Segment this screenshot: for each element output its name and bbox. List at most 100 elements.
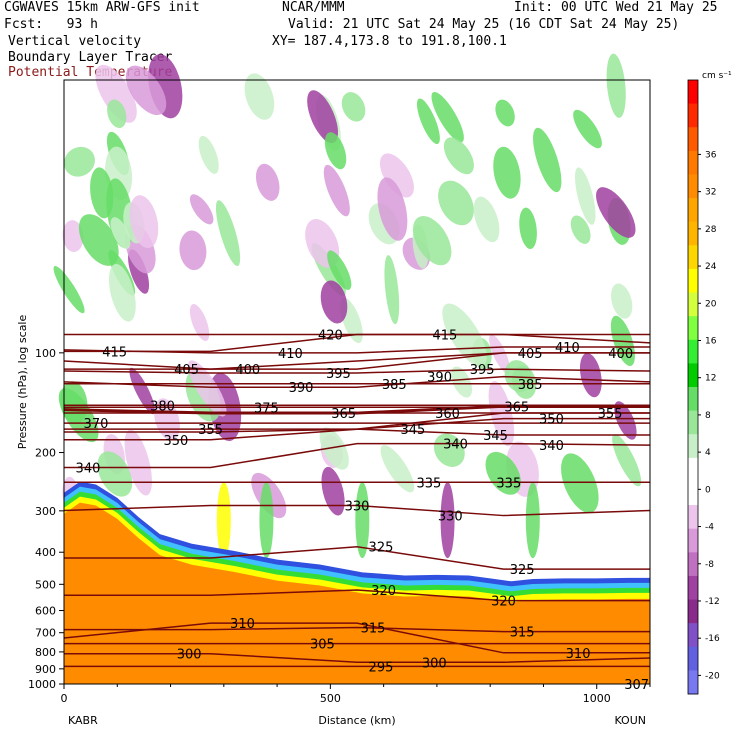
colorbar-swatch xyxy=(688,575,698,601)
velocity-cell xyxy=(198,135,219,174)
init-time: Init: 00 UTC Wed 21 May 25 xyxy=(514,0,718,15)
colorbar-tick-label: 4 xyxy=(705,448,711,458)
velocity-cell xyxy=(62,220,84,253)
theta-contour-300 xyxy=(64,652,651,664)
theta-label: 325 xyxy=(369,541,394,556)
velocity-cell xyxy=(612,434,642,487)
left-endpoint-label: KABR xyxy=(68,714,98,727)
velocity-cell xyxy=(495,99,515,127)
velocity-cell xyxy=(443,137,474,175)
velocity-cell xyxy=(63,146,95,177)
colorbar-swatch xyxy=(688,268,698,294)
theta-label: 325 xyxy=(510,563,535,578)
velocity-cell xyxy=(431,91,464,143)
velocity-cell xyxy=(573,109,602,149)
velocity-cell xyxy=(189,194,214,225)
velocity-cell xyxy=(129,195,159,249)
colorbar-swatch xyxy=(688,623,698,648)
velocity-cell xyxy=(380,445,415,493)
right-endpoint-label: KOUN xyxy=(614,714,646,727)
theta-label: 365 xyxy=(504,400,529,415)
colorbar-swatch xyxy=(688,457,698,482)
colorbar-swatch xyxy=(688,150,698,175)
colorbar-tick-label: 8 xyxy=(705,411,711,421)
colorbar-tick-label: 12 xyxy=(705,374,716,384)
velocity-cell xyxy=(319,427,349,470)
colorbar-tick-label: 16 xyxy=(705,336,717,346)
velocity-cell xyxy=(179,230,207,271)
y-tick-label: 400 xyxy=(35,546,56,559)
theta-label: 310 xyxy=(230,617,255,632)
theta-label: 340 xyxy=(443,438,468,453)
colorbar-swatch xyxy=(688,552,698,577)
velocity-cell xyxy=(124,429,152,496)
theta-contour-330 xyxy=(63,504,651,517)
boundary-layer-tracer-shading xyxy=(64,481,650,684)
colorbar-tick-label: -12 xyxy=(705,597,720,607)
colorbar-swatch xyxy=(688,80,698,105)
theta-label: 350 xyxy=(163,434,188,449)
velocity-column xyxy=(440,482,455,559)
y-tick-label: 800 xyxy=(35,646,56,659)
theta-contour-325 xyxy=(64,545,650,570)
velocity-cell xyxy=(614,401,637,440)
velocity-cell xyxy=(97,451,133,497)
field-vertical-velocity: Vertical velocity xyxy=(8,34,142,49)
theta-label: 320 xyxy=(371,584,396,599)
colorbar-tick-label: 24 xyxy=(705,262,717,272)
colorbar-swatch xyxy=(688,434,698,459)
colorbar-swatch xyxy=(688,387,698,412)
theta-label: 315 xyxy=(510,626,535,641)
theta-label: 360 xyxy=(435,407,460,422)
colorbar-swatch xyxy=(688,363,698,388)
velocity-cell xyxy=(533,127,562,193)
y-axis-label: Pressure (hPa), log scale xyxy=(16,315,29,450)
velocity-cell xyxy=(125,65,167,116)
potential-temperature-labels: 420 415 415 410 410 405 405 400 400 395 395 390 390 3… xyxy=(76,328,650,693)
organization: NCAR/MMM xyxy=(282,0,345,15)
theta-contour-340 xyxy=(64,442,651,469)
velocity-column xyxy=(525,482,540,559)
velocity-cell xyxy=(579,353,602,398)
colorbar-units: cm s⁻¹ xyxy=(702,71,732,81)
cross-section-endpoints: XY= 187.4,173.8 to 191.8,100.1 xyxy=(272,34,507,49)
y-tick-label: 300 xyxy=(35,505,56,518)
velocity-cell xyxy=(485,451,521,495)
velocity-cell xyxy=(90,167,114,219)
colorbar-swatch xyxy=(688,103,698,128)
theta-contour-405 xyxy=(64,352,650,370)
colorbar-swatch xyxy=(688,245,698,270)
velocity-cell xyxy=(493,146,521,199)
velocity-column xyxy=(355,482,370,559)
theta-contour-365 xyxy=(63,404,650,415)
theta-label: 330 xyxy=(438,510,463,525)
theta-label: 335 xyxy=(496,476,521,491)
theta-label: 415 xyxy=(432,328,457,343)
colorbar-swatch xyxy=(688,670,698,695)
theta-label: 395 xyxy=(470,363,495,378)
colorbar-tick-label: 28 xyxy=(705,225,717,235)
colorbar-tick-label: 20 xyxy=(705,299,717,309)
theta-label: 335 xyxy=(417,476,442,491)
theta-label: 370 xyxy=(84,417,109,432)
velocity-cell xyxy=(324,132,347,170)
vertical-velocity-shading xyxy=(53,53,642,559)
theta-label: 340 xyxy=(539,439,564,454)
colorbar-swatch xyxy=(688,599,698,624)
theta-label: 400 xyxy=(235,363,260,378)
x-tick-label: 0 xyxy=(61,692,68,705)
theta-label: 355 xyxy=(198,423,223,438)
valid-time: Valid: 21 UTC Sat 24 May 25 (16 CDT Sat … xyxy=(288,17,680,32)
velocity-cell xyxy=(188,360,227,417)
velocity-cell xyxy=(606,53,626,118)
theta-label: 310 xyxy=(566,647,591,662)
colorbar-tick-label: 32 xyxy=(705,188,716,198)
colorbar-swatch xyxy=(688,505,698,530)
velocity-cell xyxy=(321,466,345,516)
velocity-cell xyxy=(519,207,537,250)
model-name: CGWAVES 15km ARW-GFS init xyxy=(4,0,200,15)
colorbar-swatch xyxy=(688,481,698,506)
x-tick-label: 1000 xyxy=(583,692,611,705)
velocity-cell xyxy=(384,255,400,325)
